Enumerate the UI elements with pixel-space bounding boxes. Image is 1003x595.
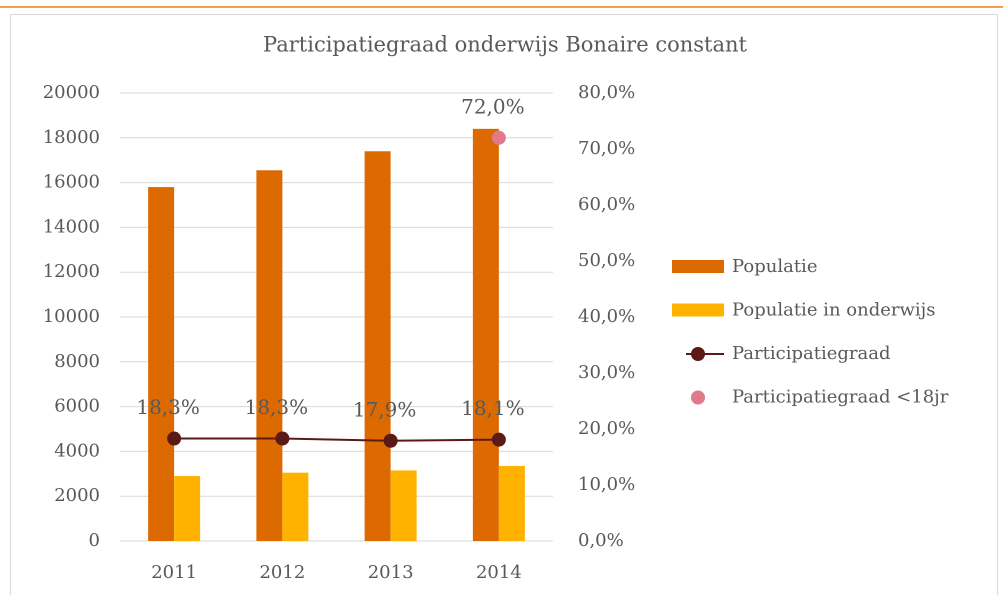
y-tick-label: 14000 xyxy=(43,216,100,237)
bar xyxy=(282,472,309,541)
legend-label: Populatie xyxy=(732,256,817,277)
y-tick-label: 4000 xyxy=(54,440,100,461)
y2-tick-label: 30,0% xyxy=(578,362,635,383)
bar xyxy=(148,187,175,541)
line-marker xyxy=(383,433,398,448)
y-tick-label: 16000 xyxy=(43,172,100,193)
x-tick-label: 2013 xyxy=(368,562,414,583)
y2-tick-label: 0,0% xyxy=(578,530,624,551)
y-tick-label: 18000 xyxy=(43,127,100,148)
x-tick-label: 2011 xyxy=(151,562,197,583)
chart-title: Participatiegraad onderwijs Bonaire cons… xyxy=(263,33,747,57)
y2-tick-label: 40,0% xyxy=(578,306,635,327)
point xyxy=(491,130,506,145)
y2-tick-label: 10,0% xyxy=(578,474,635,495)
legend-label: Participatiegraad <18jr xyxy=(732,387,949,408)
y2-tick-label: 70,0% xyxy=(578,138,635,159)
bar xyxy=(472,128,499,541)
legend-swatch xyxy=(691,390,705,405)
bar xyxy=(174,476,201,541)
x-tick-label: 2012 xyxy=(259,562,305,583)
legend-label: Participatiegraad xyxy=(732,343,890,364)
data-label: 18,1% xyxy=(461,396,525,420)
legend-swatch xyxy=(672,303,724,317)
bar xyxy=(256,170,283,541)
y2-tick-label: 20,0% xyxy=(578,418,635,439)
line xyxy=(174,437,499,442)
x-tick-label: 2014 xyxy=(476,562,522,583)
legend-label: Populatie in onderwijs xyxy=(732,300,935,321)
y2-tick-label: 60,0% xyxy=(578,194,635,215)
data-label: 72,0% xyxy=(461,94,525,118)
y-tick-label: 2000 xyxy=(54,485,100,506)
data-label: 17,9% xyxy=(353,397,417,421)
chart-border xyxy=(10,14,998,595)
data-label: 18,3% xyxy=(136,395,200,419)
line-marker xyxy=(275,431,290,446)
legend-swatch xyxy=(672,260,724,273)
y-tick-label: 12000 xyxy=(43,261,100,282)
y2-tick-label: 50,0% xyxy=(578,250,635,271)
bar xyxy=(390,470,417,541)
y-tick-label: 8000 xyxy=(54,351,100,372)
y-tick-label: 0 xyxy=(89,530,100,551)
y2-tick-label: 80,0% xyxy=(578,82,635,103)
line-marker xyxy=(167,431,182,446)
legend-swatch xyxy=(691,347,705,361)
y-tick-label: 10000 xyxy=(43,306,100,327)
y-tick-label: 20000 xyxy=(43,82,100,103)
bar xyxy=(364,151,391,542)
bar xyxy=(498,465,525,541)
data-label: 18,3% xyxy=(245,395,309,419)
line-marker xyxy=(491,432,506,447)
y-tick-label: 6000 xyxy=(54,396,100,417)
